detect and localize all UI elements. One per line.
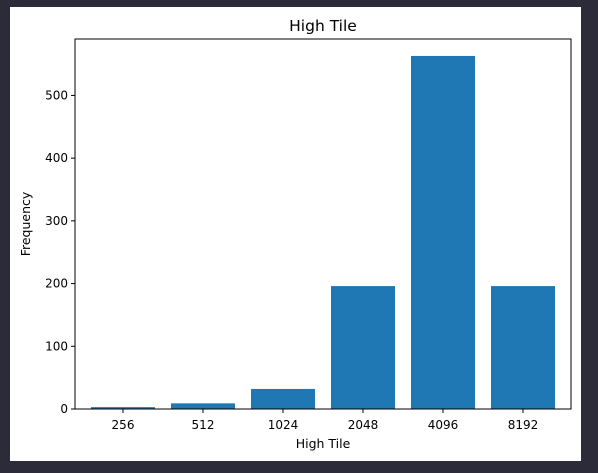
y-axis-ticks: 0 100 200 300 400 500 bbox=[45, 88, 75, 416]
chart-figure: High Tile 0 100 200 300 400 500 256 512 1024 204… bbox=[10, 7, 581, 461]
y-tick-label: 100 bbox=[45, 339, 68, 353]
y-tick-label: 200 bbox=[45, 277, 68, 291]
bar-8192 bbox=[491, 286, 555, 409]
x-tick-label: 256 bbox=[112, 418, 135, 432]
y-axis-title: Frequency bbox=[18, 191, 33, 256]
x-axis-ticks: 256 512 1024 2048 4096 8192 bbox=[112, 409, 539, 432]
x-tick-label: 8192 bbox=[508, 418, 539, 432]
y-tick-label: 400 bbox=[45, 151, 68, 165]
bars-layer bbox=[91, 55, 555, 410]
bar-2048 bbox=[331, 286, 395, 409]
bar-1024 bbox=[251, 388, 315, 409]
plot-frame bbox=[74, 38, 572, 410]
x-tick-label: 2048 bbox=[348, 418, 379, 432]
bar-4096 bbox=[411, 55, 475, 410]
x-tick-label: 1024 bbox=[268, 418, 299, 432]
x-tick-label: 4096 bbox=[428, 418, 459, 432]
x-tick-label: 512 bbox=[192, 418, 215, 432]
y-tick-label: 500 bbox=[45, 88, 68, 102]
x-axis-title: High Tile bbox=[296, 436, 351, 451]
y-tick-label: 300 bbox=[45, 214, 68, 228]
bar-512 bbox=[171, 403, 235, 409]
bar-256 bbox=[91, 407, 155, 409]
y-tick-label: 0 bbox=[60, 402, 68, 416]
bar-chart: High Tile 0 100 200 300 400 500 256 512 1024 204… bbox=[18, 17, 572, 451]
chart-title: High Tile bbox=[289, 17, 357, 35]
